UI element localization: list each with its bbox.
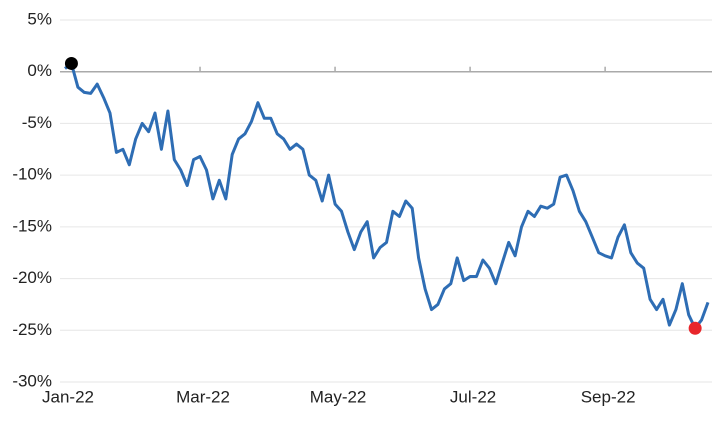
y-tick-label: -30% — [12, 371, 52, 390]
highlight-point — [64, 56, 78, 70]
x-tick-label: Sep-22 — [581, 387, 636, 406]
y-tick-label: -25% — [12, 320, 52, 339]
y-tick-label: -20% — [12, 268, 52, 287]
y-tick-label: -10% — [12, 165, 52, 184]
y-tick-label: -5% — [22, 113, 52, 132]
x-tick-label: May-22 — [310, 387, 367, 406]
y-tick-label: -15% — [12, 216, 52, 235]
x-tick-label: Jan-22 — [42, 387, 94, 406]
x-tick-label: Jul-22 — [450, 387, 496, 406]
series-line — [64, 61, 710, 330]
highlight-point — [688, 321, 702, 335]
x-tick-label: Mar-22 — [176, 387, 230, 406]
y-tick-label: 0% — [27, 61, 52, 80]
y-tick-label: 5% — [27, 9, 52, 28]
